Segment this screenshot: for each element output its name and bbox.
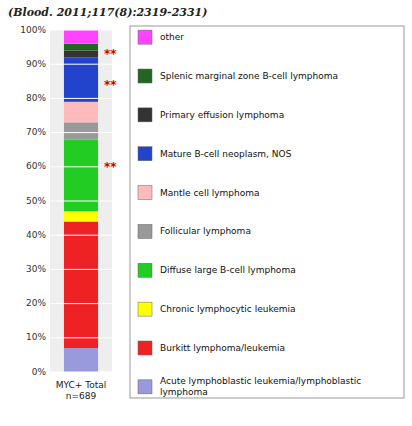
y-tick-label: 90% (26, 59, 46, 69)
text-line: Chronic lymphocytic leukemia (160, 304, 296, 314)
text-line: Primary effusion lymphoma (160, 110, 284, 120)
bar-segment (64, 122, 98, 139)
y-tick-label: 50% (26, 196, 46, 206)
legend-swatch (138, 302, 152, 316)
x-axis-label: MYC+ Totaln=689 (56, 380, 106, 401)
bar-segment (64, 222, 98, 349)
text-line: lymphoma (160, 387, 208, 397)
legend-swatch (138, 186, 152, 200)
legend-swatch (138, 108, 152, 122)
y-tick-label: 20% (26, 298, 46, 308)
text-line: Splenic marginal zone B-cell lymphoma (160, 71, 338, 81)
grid-line (50, 98, 112, 99)
text-line: Acute lymphoblastic leukemia/lymphoblast… (160, 376, 361, 386)
text-line: n=689 (66, 391, 97, 401)
bar-segment (64, 139, 98, 211)
legend: other Splenic marginal zone B-cell lympho… (138, 30, 361, 397)
legend-swatch (138, 224, 152, 238)
legend-label: Chronic lymphocytic leukemia (160, 304, 296, 314)
bar-segment (64, 30, 98, 44)
y-tick-label: 100% (20, 25, 46, 35)
grid-line (50, 166, 112, 167)
annotation: ** (104, 78, 117, 92)
grid-line (50, 64, 112, 65)
legend-border (130, 26, 404, 398)
annotation: ** (104, 160, 117, 174)
bar-segment (64, 44, 98, 51)
legend-label: Primary effusion lymphoma (160, 110, 284, 120)
grid-line (50, 201, 112, 202)
legend-swatch (138, 380, 152, 394)
bar-segment (64, 348, 98, 372)
text-line: Burkitt lymphoma/leukemia (160, 343, 285, 353)
grid-line (50, 303, 112, 304)
legend-label: Follicular lymphoma (160, 226, 251, 236)
legend-swatch (138, 30, 152, 44)
annotation: ** (104, 47, 117, 61)
grid-line (50, 269, 112, 270)
title: (Blood. 2011;117(8):2319-2331) (8, 6, 207, 19)
legend-label: Splenic marginal zone B-cell lymphoma (160, 71, 338, 81)
plot-background (50, 30, 112, 372)
text-line: other (160, 32, 184, 42)
chart: (Blood. 2011;117(8):2319-2331) 0% 10% 20% 30… (0, 0, 412, 426)
grid-line (50, 372, 112, 373)
legend-swatch (138, 147, 152, 161)
legend-swatch (138, 263, 152, 277)
bar-segment (64, 102, 98, 123)
bar-segment (64, 211, 98, 221)
legend-label: other (160, 32, 184, 42)
legend-swatch (138, 341, 152, 355)
legend-label: Burkitt lymphoma/leukemia (160, 343, 285, 353)
legend-label: Acute lymphoblastic leukemia/lymphoblast… (160, 376, 361, 397)
y-tick-label: 60% (26, 161, 46, 171)
y-tick-label: 30% (26, 264, 46, 274)
y-tick-label: 0% (32, 367, 47, 377)
grid-line (50, 235, 112, 236)
text-line: Follicular lymphoma (160, 226, 251, 236)
y-tick-label: 40% (26, 230, 46, 240)
grid (50, 30, 112, 372)
legend-label: Diffuse large B-cell lymphoma (160, 265, 296, 275)
y-tick-label: 80% (26, 93, 46, 103)
legend-label: Mantle cell lymphoma (160, 188, 260, 198)
text-line: Mantle cell lymphoma (160, 188, 260, 198)
text-line: Diffuse large B-cell lymphoma (160, 265, 296, 275)
text-line: Mature B-cell neoplasm, NOS (160, 149, 292, 159)
grid-line (50, 337, 112, 338)
text-line: MYC+ Total (56, 380, 106, 390)
grid-line (50, 30, 112, 31)
legend-label: Mature B-cell neoplasm, NOS (160, 149, 292, 159)
grid-line (50, 132, 112, 133)
bar-segment (64, 51, 98, 58)
y-tick-label: 10% (26, 332, 46, 342)
y-tick-label: 70% (26, 127, 46, 137)
legend-swatch (138, 69, 152, 83)
